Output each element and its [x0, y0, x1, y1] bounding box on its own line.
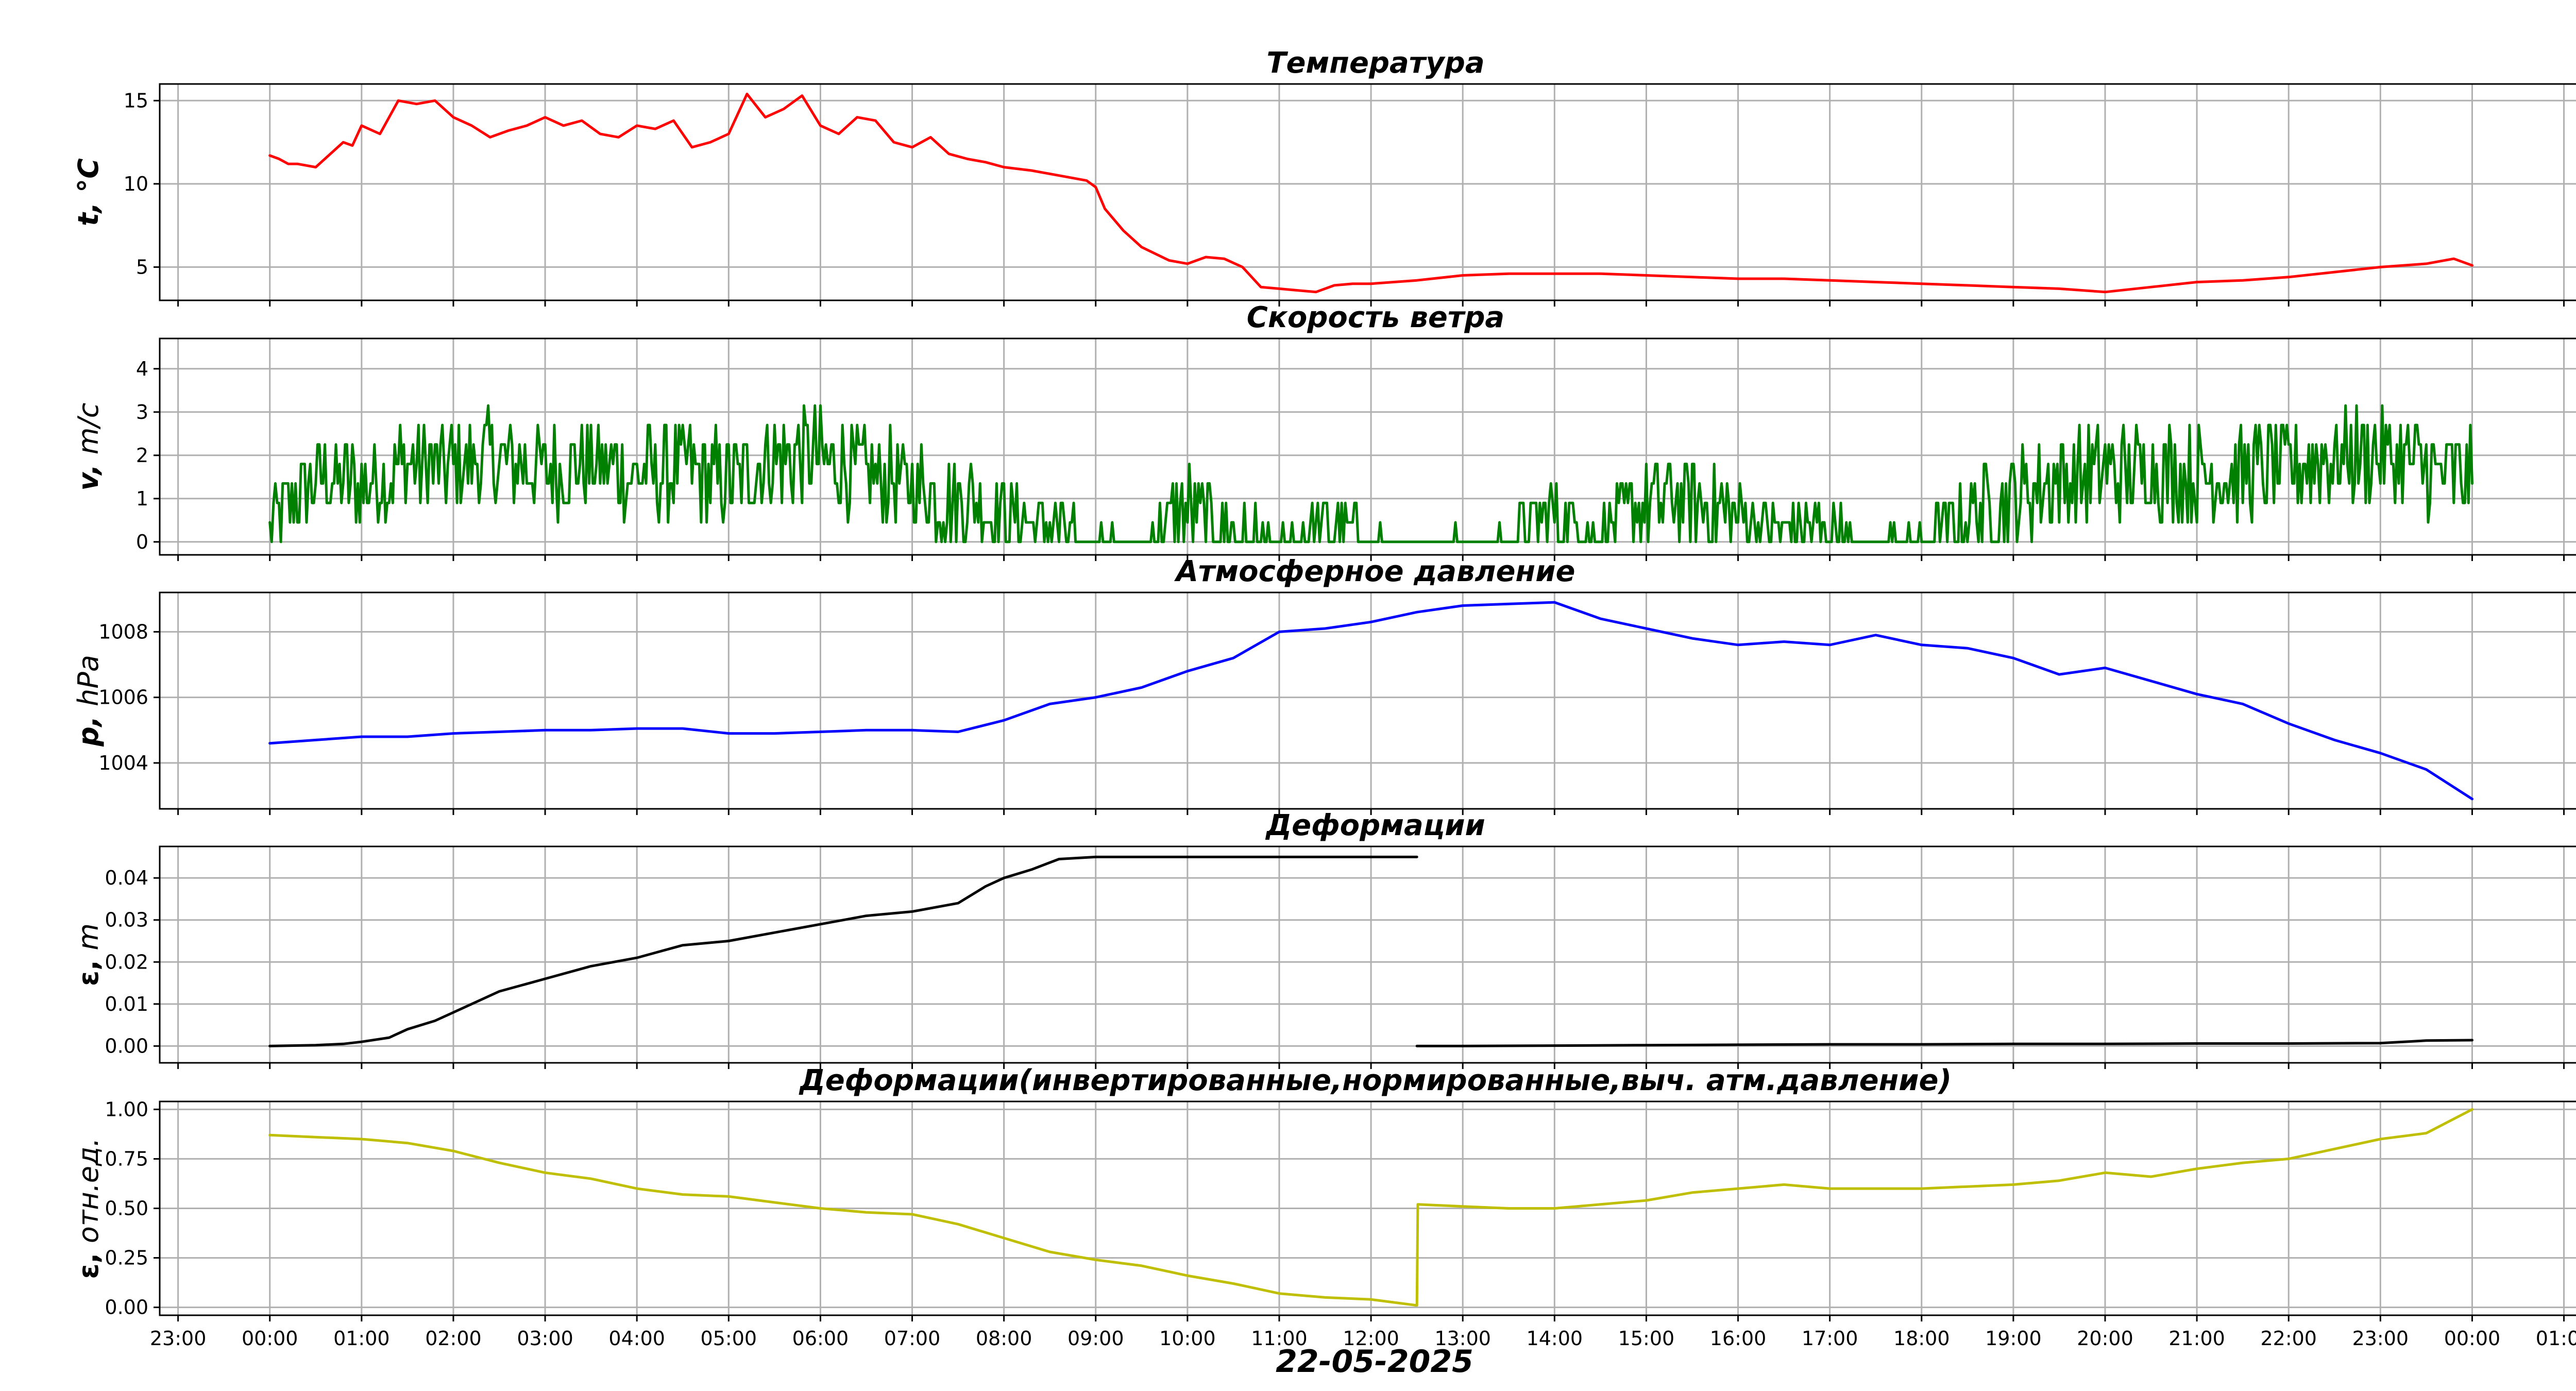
y-axis-label-symbol: v,	[72, 454, 105, 490]
x-tick-label: 14:00	[1527, 1327, 1583, 1350]
y-axis-label: v, m/c	[72, 403, 105, 491]
x-tick-label: 05:00	[701, 1327, 757, 1350]
panel-title: Деформации(инвертированные,нормированные…	[799, 1064, 1952, 1097]
y-tick-label: 0.04	[105, 867, 148, 889]
plot-frame	[159, 1100, 2576, 1316]
y-axis-label: ε, отн.ед.	[72, 1138, 105, 1279]
x-tick-label: 01:00	[2536, 1327, 2576, 1350]
panel-deformation-normalized: 0.00 0.25 0.50 0.75 1.00 Деформации(инвертиро…	[72, 1064, 2576, 1321]
x-tick-label: 23:00	[2352, 1327, 2409, 1350]
y-tick-label: 1.00	[105, 1098, 148, 1121]
panels: 5 10 15 Температура t, °C 0 1 2 3 4 Скорость ветра…	[72, 46, 2576, 1350]
y-tick-label: 0	[136, 531, 148, 553]
y-tick-label: 0.00	[105, 1034, 148, 1057]
x-tick-label: 15:00	[1618, 1327, 1675, 1350]
x-tick-label: 13:00	[1434, 1327, 1491, 1350]
plot-frame	[159, 337, 2576, 556]
y-axis-label: t, °C	[72, 158, 105, 226]
plot-frame	[159, 83, 2576, 301]
y-tick-label: 2	[136, 444, 148, 467]
series-line-deformation-1	[268, 855, 1418, 1047]
x-tick-label: 21:00	[2168, 1327, 2225, 1350]
x-tick-label: 22:00	[2260, 1327, 2317, 1350]
panel-wind-speed: 0 1 2 3 4 Скорость ветра v, m/c	[72, 301, 2576, 561]
y-axis-label-symbol: p,	[72, 706, 105, 747]
y-axis-label: ε, m	[72, 923, 105, 986]
panel-deformation: 0.00 0.01 0.02 0.03 0.04 Деформации ε, m	[72, 809, 2576, 1069]
y-tick-label: 10	[124, 173, 148, 195]
y-tick-label: 3	[136, 401, 148, 423]
series-line-temperature	[268, 92, 2473, 294]
x-tick-label: 06:00	[792, 1327, 849, 1350]
plot-frame	[159, 845, 2576, 1064]
x-tick-label: 04:00	[608, 1327, 665, 1350]
x-tick-label: 20:00	[2077, 1327, 2133, 1350]
x-tick-label: 23:00	[150, 1327, 207, 1350]
y-tick-label: 0.02	[105, 951, 148, 973]
x-tick-label: 16:00	[1710, 1327, 1767, 1350]
y-axis-label-symbol: ε,	[72, 951, 105, 986]
panel-title: Температура	[1266, 46, 1484, 80]
series-line-deformation-normalized	[268, 1108, 2473, 1307]
x-tick-label: 17:00	[1802, 1327, 1858, 1350]
x-tick-label: 08:00	[976, 1327, 1032, 1350]
x-tick-label: 00:00	[2444, 1327, 2501, 1350]
y-axis-label-unit: m/c	[72, 403, 105, 455]
panel-temperature: 5 10 15 Температура t, °C	[72, 46, 2576, 307]
x-tick-label: 19:00	[1985, 1327, 2042, 1350]
y-axis-label-unit: отн.ед.	[72, 1138, 105, 1243]
plot-frame	[159, 591, 2576, 810]
y-tick-label: 15	[124, 89, 148, 112]
y-tick-label: 1006	[98, 686, 148, 709]
y-tick-label: 0.01	[105, 993, 148, 1015]
x-tick-label: 00:00	[242, 1327, 298, 1350]
series-line-wind-speed	[268, 404, 2473, 544]
x-tick-label: 18:00	[1893, 1327, 1950, 1350]
y-axis-label-unit: m	[72, 923, 105, 951]
y-tick-label: 5	[136, 256, 148, 278]
x-tick-label: 07:00	[884, 1327, 941, 1350]
x-tick-label: 02:00	[425, 1327, 482, 1350]
x-tick-label: 03:00	[517, 1327, 573, 1350]
panel-title: Атмосферное давление	[1174, 555, 1575, 588]
x-tick-label: 09:00	[1067, 1327, 1124, 1350]
panel-pressure: 1004 1006 1008 Атмосферное давление p, hPa	[72, 555, 2576, 815]
x-tick-label: 10:00	[1159, 1327, 1216, 1350]
panel-title: Скорость ветра	[1247, 301, 1504, 334]
y-axis-label-unit: °C	[72, 158, 105, 193]
y-axis-label-unit: hPa	[72, 655, 105, 706]
y-tick-label: 0.03	[105, 909, 148, 931]
y-tick-label: 0.00	[105, 1296, 148, 1319]
y-axis-label-symbol: t,	[72, 193, 105, 226]
x-axis: 23:00 00:00 01:00 02:00 03:00 04:00 05:00 06:00…	[150, 1327, 2576, 1350]
series-line-deformation-2	[1415, 1039, 2473, 1047]
y-axis-label: p, hPa	[72, 655, 105, 747]
x-tick-label: 12:00	[1343, 1327, 1399, 1350]
y-tick-label: 1008	[98, 620, 148, 643]
y-tick-label: 4	[136, 358, 148, 380]
y-axis-label-symbol: ε,	[72, 1243, 105, 1279]
y-tick-label: 1004	[98, 752, 148, 774]
date-label: 22-05-2025	[1276, 1344, 1473, 1380]
y-tick-label: 0.25	[105, 1247, 148, 1269]
y-tick-label: 1	[136, 487, 148, 510]
x-tick-label: 01:00	[333, 1327, 390, 1350]
x-tick-label: 11:00	[1251, 1327, 1308, 1350]
series-line-pressure	[268, 601, 2473, 801]
y-tick-label: 0.50	[105, 1197, 148, 1220]
panel-title: Деформации	[1265, 809, 1485, 842]
y-tick-label: 0.75	[105, 1147, 148, 1170]
